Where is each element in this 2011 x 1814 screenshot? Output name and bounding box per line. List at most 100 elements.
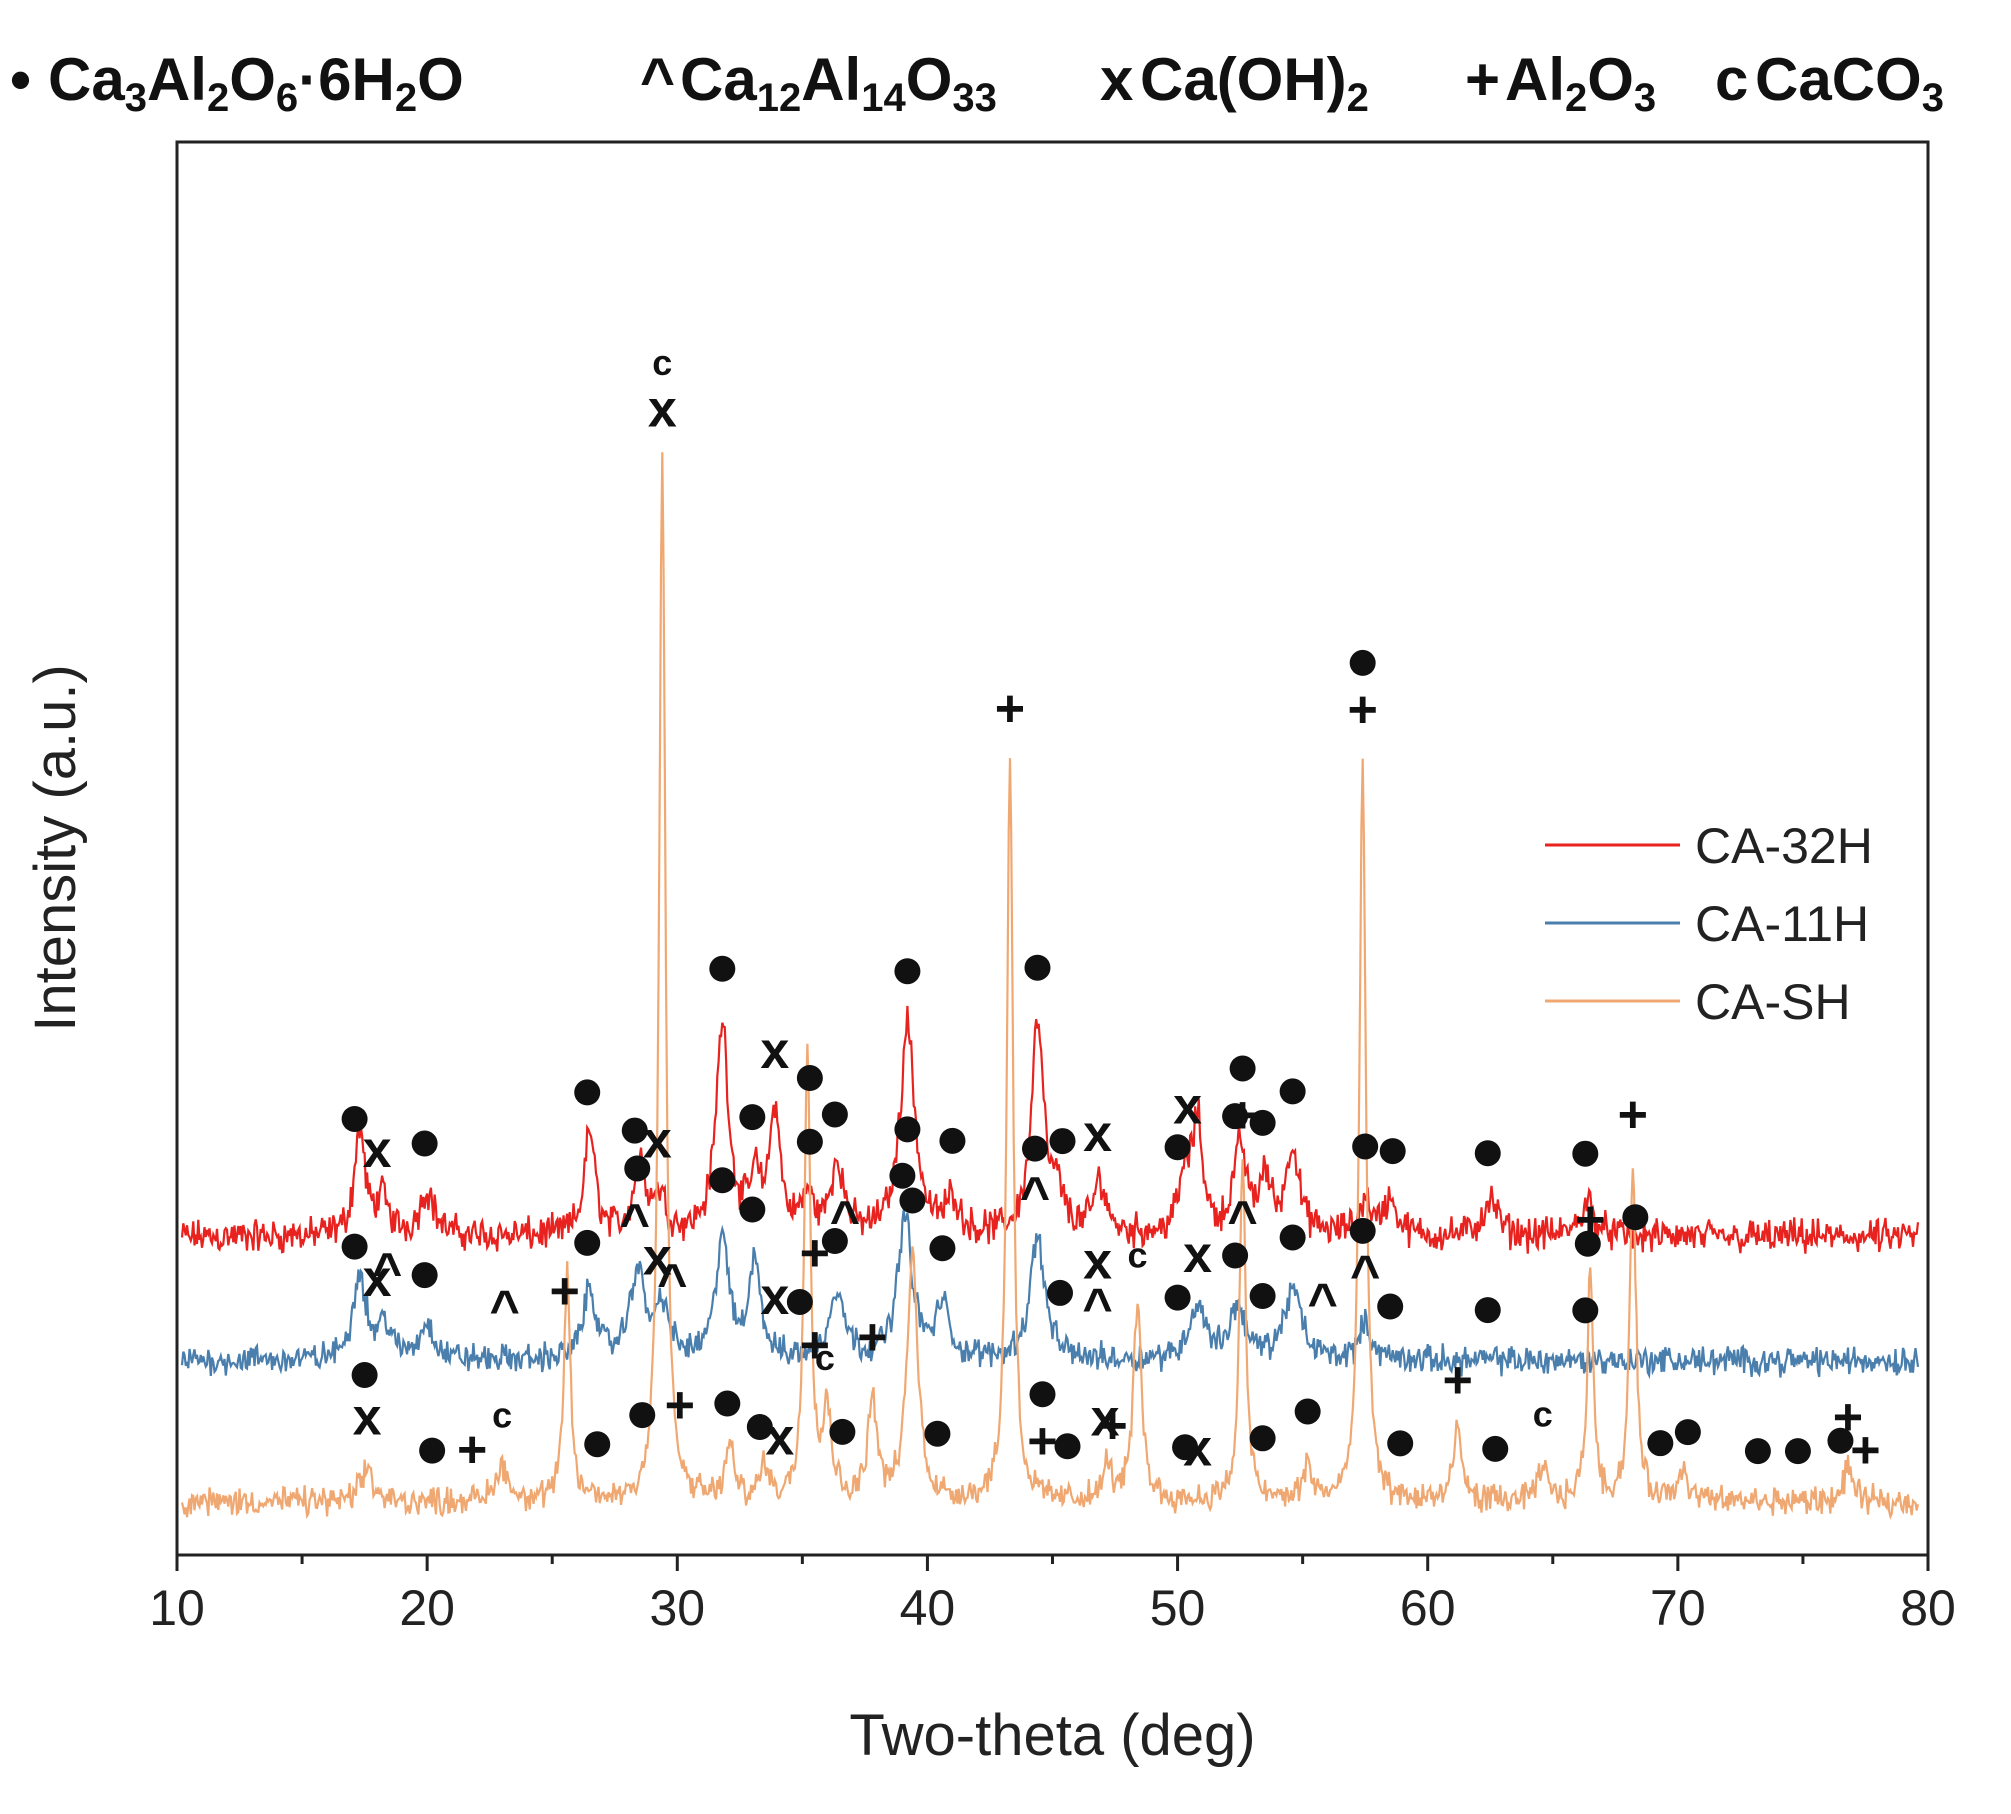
- phase-dot-marker: [739, 1104, 766, 1131]
- phase-plus-marker: +: [857, 1308, 887, 1366]
- x-tick-label: 40: [900, 1580, 956, 1636]
- phase-plus-marker: +: [550, 1263, 580, 1321]
- phase-dot-marker: [786, 1288, 813, 1315]
- phase-key-label-part: O: [417, 46, 464, 113]
- phase-c-marker: c: [1533, 1393, 1553, 1434]
- phase-dot-marker: [574, 1229, 601, 1256]
- phase-dot-marker: [411, 1262, 438, 1289]
- phase-dot-marker: [1349, 649, 1376, 676]
- phase-c-marker: c: [652, 342, 672, 383]
- phase-dot-marker: [709, 1167, 736, 1194]
- phase-dot-marker: [1294, 1398, 1321, 1425]
- phase-x-marker: x: [1083, 1105, 1112, 1163]
- phase-dot-marker: [1379, 1138, 1406, 1165]
- phase-key-label-part: 3: [125, 76, 147, 120]
- phase-caret-marker: ^: [1082, 1279, 1112, 1337]
- phase-key-label-part: Al: [1505, 46, 1565, 113]
- phase-key-label: Ca3Al2O6·6H2O: [48, 46, 464, 120]
- phase-dot-marker: [411, 1130, 438, 1157]
- phase-dot-marker: [899, 1187, 926, 1214]
- x-axis-title: Two-theta (deg): [849, 1703, 1255, 1768]
- phase-plus-marker: +: [1833, 1389, 1863, 1447]
- phase-plus-marker: +: [800, 1317, 830, 1375]
- phase-dot-marker: [894, 1116, 921, 1143]
- phase-x-marker: x: [765, 1408, 794, 1466]
- legend: CA-32H CA-11H CA-SH: [1545, 818, 1873, 1030]
- phase-dot-marker: [1784, 1438, 1811, 1465]
- phase-dot-marker: [1352, 1133, 1379, 1160]
- phase-dot-marker: [629, 1402, 656, 1429]
- phase-dot-marker: [1647, 1430, 1674, 1457]
- phase-dot-marker: [574, 1079, 601, 1106]
- phase-dot-marker: [894, 958, 921, 985]
- phase-x-marker: x: [1183, 1419, 1212, 1477]
- phase-key-label-part: 14: [861, 76, 906, 120]
- phase-dot-marker: [1054, 1433, 1081, 1460]
- phase-key-label-part: 2: [1347, 76, 1369, 120]
- phase-key: • Ca3Al2O6·6H2O ^ Ca12Al14O33 x Ca(OH)2 + Al2O3…: [10, 46, 1944, 120]
- phase-x-marker: x: [1083, 1233, 1112, 1291]
- phase-key-label: Ca12Al14O33: [680, 46, 997, 120]
- phase-x-marker: x: [1183, 1226, 1212, 1284]
- phase-dot-marker: [821, 1228, 848, 1255]
- phase-dot-marker: [796, 1128, 823, 1155]
- x-tick-label: 30: [649, 1580, 705, 1636]
- phase-key-label-part: 6: [276, 76, 298, 120]
- phase-dot-marker: [1377, 1293, 1404, 1320]
- phase-dot-marker: [829, 1418, 856, 1445]
- phase-c-marker: c: [1128, 1235, 1148, 1276]
- phase-dot-marker: [821, 1101, 848, 1128]
- phase-key-label-part: 3: [1634, 76, 1656, 120]
- phase-key-label-part: 2: [207, 76, 229, 120]
- phase-plus-marker: +: [665, 1377, 695, 1435]
- phase-key-label-part: 12: [757, 76, 802, 120]
- peak-markers: x xxx xx^^^x^ x^ ^^x x^^ ^x+c++xcx+c++++ x+cx++…: [341, 342, 1881, 1479]
- phase-caret-marker: ^: [620, 1194, 650, 1252]
- phase-dot-marker: [1622, 1204, 1649, 1231]
- legend-label-ca-32h: CA-32H: [1695, 818, 1873, 874]
- phase-dot-marker: [746, 1414, 773, 1441]
- phase-plus-marker: +: [1618, 1086, 1648, 1144]
- phase-dot-marker: [796, 1065, 823, 1092]
- phase-dot-marker: [1827, 1427, 1854, 1454]
- phase-dot-marker: [1572, 1297, 1599, 1324]
- phase-caret-marker: ^: [1307, 1274, 1337, 1332]
- phase-key-label-part: 2: [1565, 76, 1587, 120]
- phase-dot-marker: [1674, 1419, 1701, 1446]
- phase-key-label: Al2O3: [1505, 46, 1656, 120]
- phase-key-label-part: Al: [147, 46, 207, 113]
- phase-x-marker: x: [643, 1111, 672, 1169]
- phase-dot-marker: [341, 1233, 368, 1260]
- phase-dot-marker: [1387, 1430, 1414, 1457]
- legend-label-ca-11h: CA-11H: [1695, 896, 1869, 952]
- phase-caret-marker: ^: [1350, 1246, 1380, 1304]
- phase-dot-marker: [341, 1105, 368, 1132]
- phase-dot-marker: [1229, 1055, 1256, 1082]
- phase-dot-marker: [929, 1235, 956, 1262]
- phase-dot-marker: [889, 1162, 916, 1189]
- phase-key-label: Ca(OH)2: [1140, 46, 1369, 120]
- phase-dot-marker: [1279, 1224, 1306, 1251]
- phase-plus-marker: +: [995, 680, 1025, 738]
- phase-dot-marker: [624, 1155, 651, 1182]
- phase-dot-marker: [1249, 1109, 1276, 1136]
- phase-dot-marker: [1482, 1435, 1509, 1462]
- phase-x-marker: x: [760, 1268, 789, 1326]
- phase-caret-marker: ^: [830, 1191, 860, 1249]
- phase-key-symbol: •: [10, 46, 31, 113]
- phase-dot-marker: [1474, 1297, 1501, 1324]
- series-line-ca-sh: [180, 452, 1920, 1520]
- phase-caret-marker: ^: [372, 1243, 402, 1301]
- phase-key-symbol: c: [1715, 46, 1748, 113]
- phase-dot-marker: [584, 1431, 611, 1458]
- phase-dot-marker: [1029, 1381, 1056, 1408]
- phase-dot-marker: [1172, 1434, 1199, 1461]
- phase-key-label-part: Ca(OH): [1140, 46, 1347, 113]
- phase-c-marker: c: [492, 1395, 512, 1436]
- phase-x-marker: x: [363, 1121, 392, 1179]
- phase-key-label: CaCO3: [1755, 46, 1944, 120]
- phase-key-symbol: +: [1465, 46, 1500, 113]
- phase-dot-marker: [1021, 1135, 1048, 1162]
- phase-plus-marker: +: [1443, 1352, 1473, 1410]
- phase-caret-marker: ^: [1020, 1167, 1050, 1225]
